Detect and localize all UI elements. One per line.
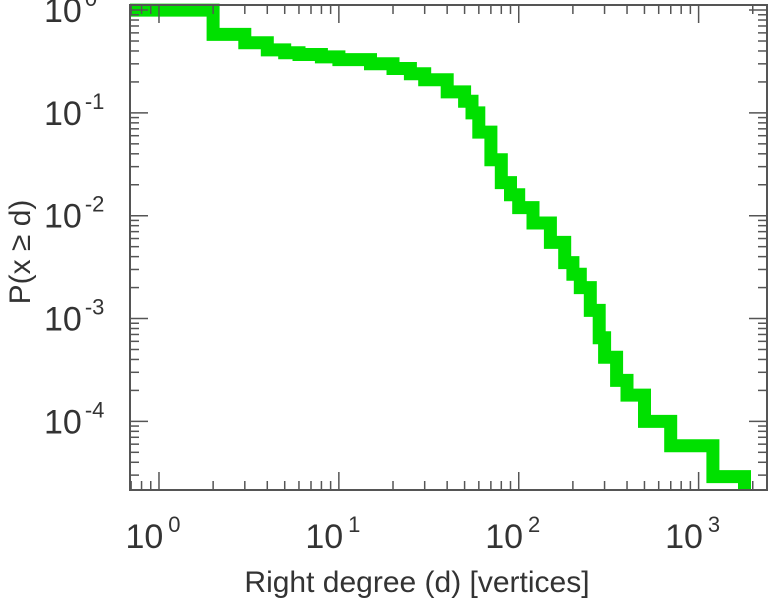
x-tick-label: 10 2 (485, 512, 540, 556)
y-tick-label: 10 -4 (44, 397, 104, 441)
y-tick-label: 10 -1 (44, 89, 104, 133)
y-tick-label: 100 (44, 0, 97, 30)
y-axis-label: P(x ≥ d) (4, 200, 37, 305)
axes (129, 4, 768, 491)
x-tick-label: 10 0 (125, 512, 180, 556)
y-tick-labels: 100 10-1 10-2 10-3 10-4 (44, 0, 104, 441)
x-tick-labels: 10 0 10 1 10 2 10 3 (125, 512, 720, 556)
x-axis-label: Right degree (d) [vertices] (244, 566, 589, 599)
data-layer (130, 3, 751, 490)
x-tick-label: 10 1 (305, 512, 360, 556)
y-tick-label: 10 -3 (44, 295, 104, 339)
y-tick-label: 10 -2 (44, 192, 104, 236)
series-line-0 (130, 3, 751, 490)
x-tick-label: 10 3 (665, 512, 720, 556)
plot-frame (129, 4, 768, 491)
